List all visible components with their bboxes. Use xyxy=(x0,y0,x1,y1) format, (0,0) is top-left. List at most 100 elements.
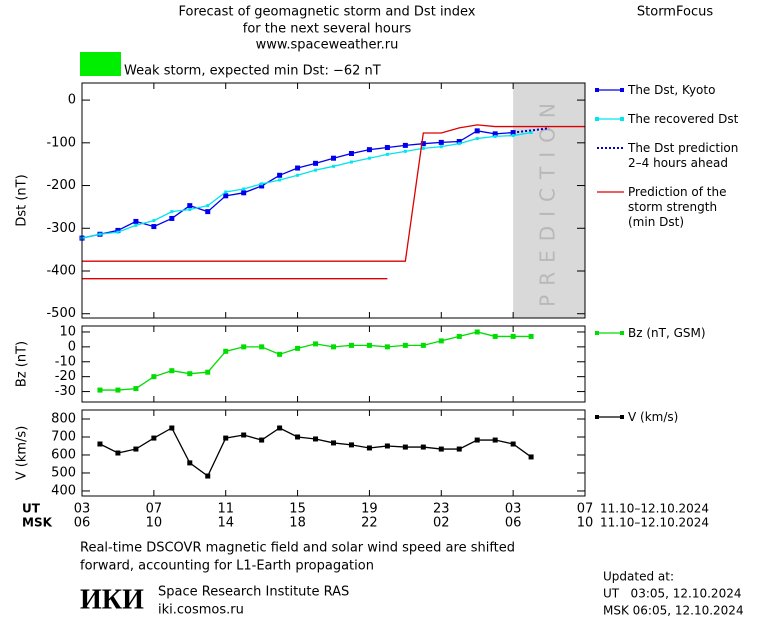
y-tick-label: -400 xyxy=(46,264,76,279)
series-line xyxy=(81,131,532,239)
point xyxy=(151,435,157,441)
date-range: 11.10–12.10.2024 xyxy=(600,516,709,530)
y-tick-label: -100 xyxy=(46,135,76,150)
y-tick-label: 0 xyxy=(68,339,76,354)
point xyxy=(187,371,193,377)
point xyxy=(133,446,139,452)
point xyxy=(205,369,211,375)
point xyxy=(133,386,139,392)
point xyxy=(420,342,426,348)
point xyxy=(313,436,319,442)
point xyxy=(241,344,247,350)
point xyxy=(98,232,102,236)
point xyxy=(492,333,498,339)
series-line xyxy=(99,331,532,391)
point xyxy=(402,342,408,348)
x2-tick-label: 18 xyxy=(289,516,306,531)
point xyxy=(277,425,283,431)
point xyxy=(223,435,229,441)
x2-tick-label: 06 xyxy=(505,516,522,531)
point xyxy=(242,187,246,191)
x-tick-label: 15 xyxy=(289,502,306,517)
x2-tick-label: 10 xyxy=(146,516,163,531)
point xyxy=(510,441,516,447)
y-tick-label: 700 xyxy=(51,429,76,444)
point xyxy=(296,173,300,177)
point xyxy=(169,215,175,221)
legend-marker xyxy=(620,331,624,335)
legend-label: Bz (nT, GSM) xyxy=(628,326,706,340)
point xyxy=(474,128,480,134)
y-tick-label: 600 xyxy=(51,447,76,462)
url: iki.cosmos.ru xyxy=(158,603,244,618)
point xyxy=(456,446,462,452)
legend-marker xyxy=(620,415,624,419)
point xyxy=(367,156,371,160)
point xyxy=(115,450,121,456)
alert-text: Weak storm, expected min Dst: −62 nT xyxy=(124,64,381,79)
point xyxy=(438,446,444,452)
prediction-band xyxy=(513,83,585,318)
y-tick-label: -20 xyxy=(55,369,76,384)
point xyxy=(348,442,354,448)
point xyxy=(295,434,301,440)
point xyxy=(366,147,372,153)
updated: UT 03:05, 12.10.2024 xyxy=(603,587,741,601)
subtitle: for the next several hours xyxy=(243,22,412,37)
point xyxy=(224,190,228,194)
point xyxy=(474,329,480,335)
point xyxy=(348,151,354,156)
point xyxy=(97,387,103,393)
point xyxy=(115,387,121,393)
point xyxy=(438,139,444,145)
note: forward, accounting for L1-Earth propaga… xyxy=(80,559,374,574)
plot-frame xyxy=(81,325,586,403)
point xyxy=(331,155,336,161)
point xyxy=(313,160,319,166)
point xyxy=(314,168,318,172)
x-tick-label: 03 xyxy=(505,502,522,517)
legend-marker xyxy=(595,88,599,92)
alert-swatch xyxy=(80,52,121,76)
x2-tick-label: 10 xyxy=(577,516,594,531)
legend-marker xyxy=(595,117,599,121)
brand: StormFocus xyxy=(637,5,713,20)
point xyxy=(152,219,156,223)
point xyxy=(511,134,515,138)
point xyxy=(385,152,389,156)
point xyxy=(420,444,426,450)
plot-frame xyxy=(81,409,586,497)
point xyxy=(259,344,265,350)
x-tick-label: 19 xyxy=(361,502,378,517)
point xyxy=(492,131,498,137)
point xyxy=(348,342,354,348)
point xyxy=(456,333,462,339)
site: www.spaceweather.ru xyxy=(256,38,399,53)
point xyxy=(277,351,283,357)
point xyxy=(277,172,283,178)
point xyxy=(420,141,426,147)
x-tick-label: 11 xyxy=(217,502,234,517)
point xyxy=(366,342,372,348)
point xyxy=(529,131,533,135)
title: Forecast of geomagnetic storm and Dst in… xyxy=(178,5,475,20)
point xyxy=(403,149,407,153)
legend-label: The Dst prediction 2–4 hours ahead xyxy=(627,141,738,170)
y-tick-label: -500 xyxy=(46,306,76,321)
point xyxy=(188,207,192,211)
updated: MSK 06:05, 12.10.2024 xyxy=(603,604,744,618)
y-axis-title: V (km/s) xyxy=(15,426,30,481)
point xyxy=(349,160,353,164)
point xyxy=(332,164,335,168)
point xyxy=(223,348,229,354)
legend-label: The Dst, Kyoto xyxy=(627,83,715,97)
point xyxy=(510,130,516,136)
point xyxy=(493,134,497,138)
point xyxy=(510,333,516,339)
point xyxy=(438,338,444,344)
y-tick-label: 0 xyxy=(68,93,76,108)
point xyxy=(366,445,372,451)
point xyxy=(439,145,443,149)
updated: Updated at: xyxy=(603,570,674,584)
point xyxy=(402,444,408,450)
